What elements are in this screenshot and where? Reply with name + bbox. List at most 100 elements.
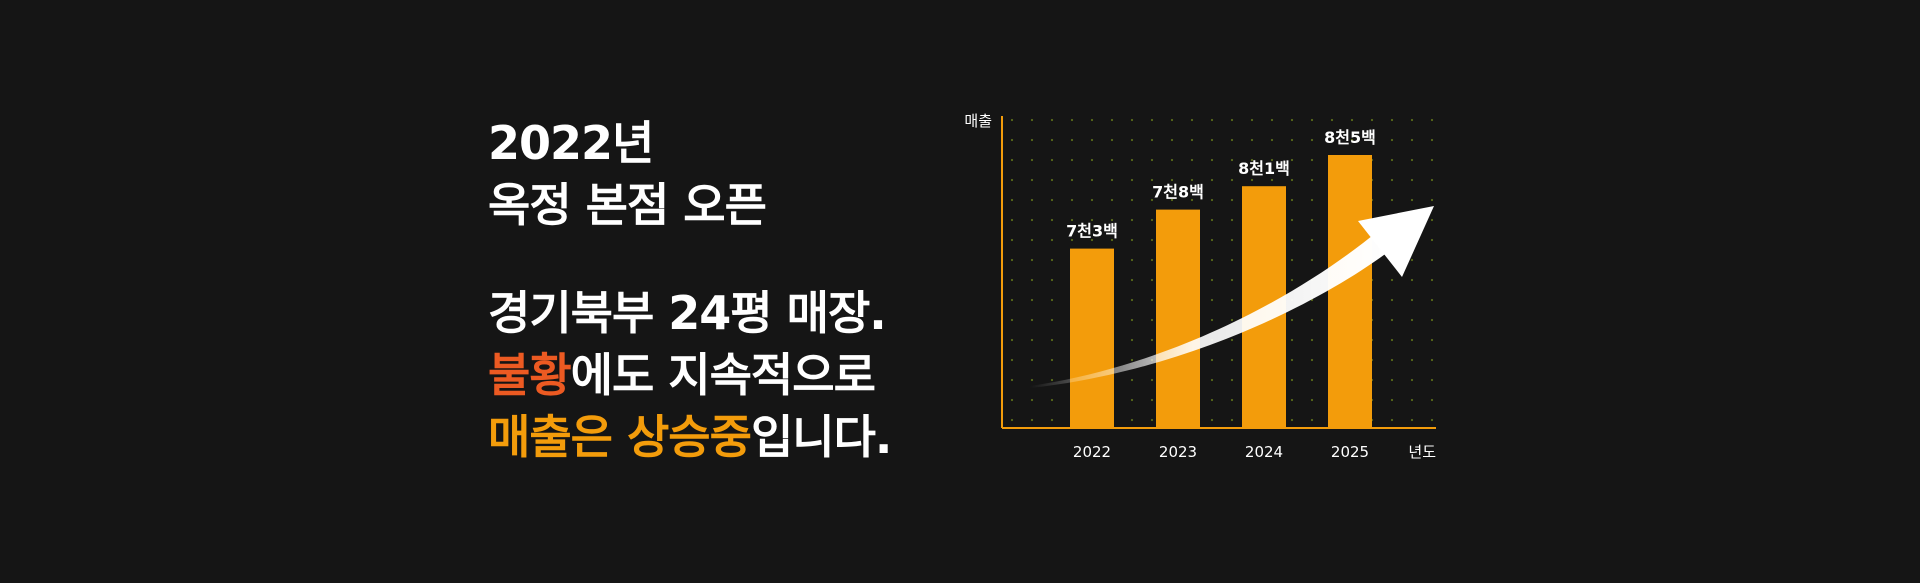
grid-dot bbox=[1030, 338, 1034, 342]
grid-dot bbox=[1430, 378, 1434, 382]
grid-dot bbox=[1430, 258, 1434, 262]
grid-dot bbox=[1430, 278, 1434, 282]
grid-dot bbox=[1430, 298, 1434, 302]
grid-dot bbox=[1250, 178, 1254, 182]
bar-value-label: 7천8백 bbox=[1152, 183, 1204, 202]
grid-dot bbox=[1190, 178, 1194, 182]
grid-dot bbox=[1090, 218, 1094, 222]
grid-dot bbox=[1210, 418, 1214, 422]
grid-dot bbox=[1310, 118, 1314, 122]
x-ticks: 2022 2023 2024 2025 bbox=[1073, 443, 1369, 461]
grid-dot bbox=[1090, 178, 1094, 182]
grid-dot bbox=[1010, 218, 1014, 222]
grid-dot bbox=[1130, 318, 1134, 322]
grid-dot bbox=[1210, 198, 1214, 202]
grid-dot bbox=[1230, 318, 1234, 322]
x-tick-label: 2023 bbox=[1159, 443, 1197, 461]
grid-dot bbox=[1390, 418, 1394, 422]
grid-dot bbox=[1290, 378, 1294, 382]
x-tick-label: 2022 bbox=[1073, 443, 1111, 461]
grid-dot bbox=[1350, 138, 1354, 142]
grid-dot bbox=[1130, 398, 1134, 402]
grid-dot bbox=[1050, 118, 1054, 122]
bar-labels: 7천3백 7천8백 8천1백 8천5백 bbox=[1066, 128, 1376, 241]
grid-dot bbox=[1010, 258, 1014, 262]
grid-dot bbox=[1030, 318, 1034, 322]
grid-dot bbox=[1310, 138, 1314, 142]
grid-dot bbox=[1230, 398, 1234, 402]
grid-dot bbox=[1370, 138, 1374, 142]
grid-dot bbox=[1030, 158, 1034, 162]
grid-dot bbox=[1150, 258, 1154, 262]
grid-dot bbox=[1210, 238, 1214, 242]
bar-2022 bbox=[1070, 248, 1114, 428]
body-block: 경기북부 24평 매장. 불황에도 지속적으로 매출은 상승중입니다. bbox=[488, 282, 968, 468]
grid-dot bbox=[1290, 358, 1294, 362]
grid-dot bbox=[1270, 138, 1274, 142]
grid-dot bbox=[1390, 158, 1394, 162]
grid-dot bbox=[1210, 118, 1214, 122]
grid-dot bbox=[1050, 158, 1054, 162]
grid-dot bbox=[1390, 398, 1394, 402]
grid-dot bbox=[1030, 178, 1034, 182]
grid-dot bbox=[1210, 278, 1214, 282]
grid-dot bbox=[1030, 298, 1034, 302]
grid-dot bbox=[1090, 238, 1094, 242]
grid-dot bbox=[1430, 338, 1434, 342]
grid-dot bbox=[1050, 378, 1054, 382]
grid-dot bbox=[1090, 198, 1094, 202]
grid-dot bbox=[1410, 378, 1414, 382]
grid-dot bbox=[1130, 198, 1134, 202]
grid-dot bbox=[1210, 398, 1214, 402]
grid-dot bbox=[1150, 218, 1154, 222]
grid-dot bbox=[1030, 118, 1034, 122]
text-block: 2022년 옥정 본점 오픈 경기북부 24평 매장. 불황에도 지속적으로 매… bbox=[488, 112, 968, 468]
grid-dot bbox=[1010, 378, 1014, 382]
grid-dot bbox=[1270, 158, 1274, 162]
grid-dot bbox=[1050, 418, 1054, 422]
grid-dot bbox=[1310, 178, 1314, 182]
grid-dot bbox=[1110, 158, 1114, 162]
grid-dot bbox=[1430, 198, 1434, 202]
grid-dot bbox=[1310, 198, 1314, 202]
grid-dot bbox=[1410, 298, 1414, 302]
grid-dot bbox=[1430, 218, 1434, 222]
grid-dot bbox=[1130, 118, 1134, 122]
grid-dot bbox=[1230, 278, 1234, 282]
grid-dot bbox=[1290, 238, 1294, 242]
grid-dot bbox=[1190, 138, 1194, 142]
grid-dot bbox=[1390, 278, 1394, 282]
grid-dot bbox=[1170, 118, 1174, 122]
headline-year: 2022년 bbox=[488, 116, 654, 170]
grid-dot bbox=[1290, 398, 1294, 402]
grid-dot bbox=[1150, 418, 1154, 422]
grid-dot bbox=[1150, 158, 1154, 162]
grid-dot bbox=[1250, 158, 1254, 162]
grid-dot bbox=[1030, 218, 1034, 222]
grid-dot bbox=[1030, 138, 1034, 142]
grid-dot bbox=[1110, 138, 1114, 142]
grid-dot bbox=[1030, 418, 1034, 422]
grid-dot bbox=[1230, 178, 1234, 182]
grid-dot bbox=[1050, 278, 1054, 282]
grid-dot bbox=[1130, 278, 1134, 282]
grid-dot bbox=[1030, 278, 1034, 282]
grid-dot bbox=[1410, 318, 1414, 322]
grid-dot bbox=[1130, 258, 1134, 262]
grid-dot bbox=[1290, 278, 1294, 282]
grid-dot bbox=[1050, 198, 1054, 202]
grid-dot bbox=[1410, 178, 1414, 182]
grid-dot bbox=[1410, 258, 1414, 262]
grid-dot bbox=[1030, 258, 1034, 262]
grid-dot bbox=[1130, 418, 1134, 422]
grid-dot bbox=[1430, 158, 1434, 162]
grid-dot bbox=[1230, 118, 1234, 122]
grid-dot bbox=[1250, 118, 1254, 122]
grid-dot bbox=[1010, 318, 1014, 322]
grid-dot bbox=[1230, 218, 1234, 222]
grid-dot bbox=[1050, 338, 1054, 342]
grid-dot bbox=[1390, 318, 1394, 322]
grid-dot bbox=[1230, 358, 1234, 362]
sales-highlight: 매출은 상승중 bbox=[488, 410, 752, 464]
x-tick-label: 2024 bbox=[1245, 443, 1283, 461]
